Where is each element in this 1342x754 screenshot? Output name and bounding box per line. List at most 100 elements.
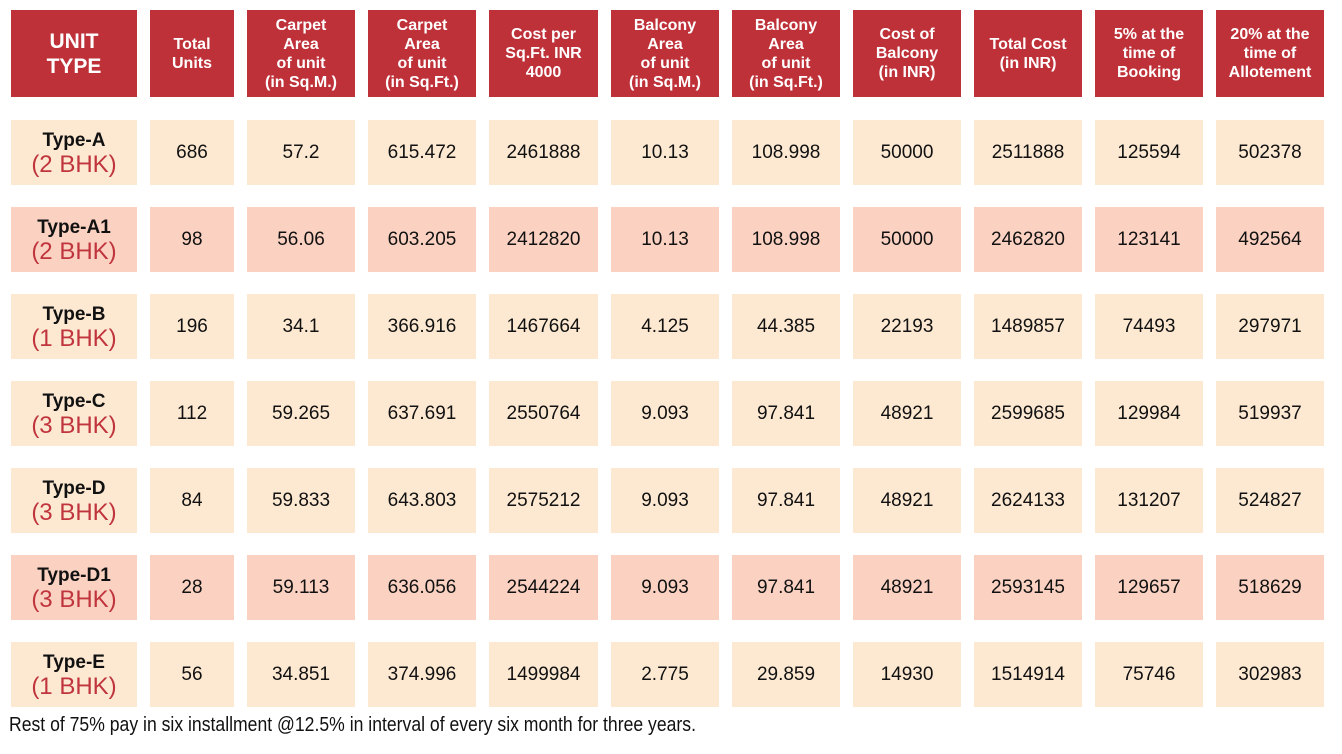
table-cell: 75746	[1095, 642, 1203, 707]
unit-type-name: Type-A	[42, 129, 106, 151]
table-cell: 636.056	[368, 555, 476, 620]
table-cell: 97.841	[732, 468, 840, 533]
table-cell: 129657	[1095, 555, 1203, 620]
column-header: 5% at the time of Booking	[1095, 10, 1203, 97]
table-cell: 2624133	[974, 468, 1082, 533]
table-cell: 22193	[853, 294, 961, 359]
unit-type-name: Type-A1	[37, 216, 111, 238]
unit-bhk: (3 BHK)	[31, 498, 117, 526]
column-header: Total Cost (in INR)	[974, 10, 1082, 97]
table-cell: 9.093	[611, 555, 719, 620]
table-cell: 366.916	[368, 294, 476, 359]
column-header: Balcony Area of unit (in Sq.Ft.)	[732, 10, 840, 97]
table-cell: 686	[150, 120, 234, 185]
table-cell: 48921	[853, 555, 961, 620]
table-cell: 2550764	[489, 381, 598, 446]
table-cell: 374.996	[368, 642, 476, 707]
table-cell: 519937	[1216, 381, 1324, 446]
table-cell: 56.06	[247, 207, 355, 272]
table-cell: 56	[150, 642, 234, 707]
unit-bhk: (2 BHK)	[31, 237, 117, 265]
table-cell: 74493	[1095, 294, 1203, 359]
table-cell: 59.833	[247, 468, 355, 533]
table-cell: 9.093	[611, 381, 719, 446]
table-cell: 1514914	[974, 642, 1082, 707]
unit-type-cell: Type-E (1 BHK)	[11, 642, 137, 707]
unit-type-name: Type-D	[42, 477, 106, 499]
table-cell: 84	[150, 468, 234, 533]
table-cell: 29.859	[732, 642, 840, 707]
column-header: Carpet Area of unit (in Sq.M.)	[247, 10, 355, 97]
column-header: Total Units	[150, 10, 234, 97]
table-cell: 10.13	[611, 207, 719, 272]
table-cell: 50000	[853, 120, 961, 185]
unit-bhk: (3 BHK)	[31, 411, 117, 439]
unit-type-cell: Type-D1 (3 BHK)	[11, 555, 137, 620]
table-cell: 48921	[853, 381, 961, 446]
table-cell: 2.775	[611, 642, 719, 707]
column-header: UNIT TYPE	[11, 10, 137, 97]
column-header: Balcony Area of unit (in Sq.M.)	[611, 10, 719, 97]
column-header: Cost of Balcony (in INR)	[853, 10, 961, 97]
table-cell: 34.1	[247, 294, 355, 359]
table-cell: 4.125	[611, 294, 719, 359]
table-cell: 196	[150, 294, 234, 359]
unit-type-name: Type-C	[42, 390, 106, 412]
table-cell: 48921	[853, 468, 961, 533]
table-cell: 643.803	[368, 468, 476, 533]
unit-bhk: (1 BHK)	[31, 672, 117, 700]
table-cell: 1499984	[489, 642, 598, 707]
unit-type-cell: Type-D (3 BHK)	[11, 468, 137, 533]
table-cell: 125594	[1095, 120, 1203, 185]
unit-pricing-table: UNIT TYPE Total Units Carpet Area of unit …	[11, 10, 1324, 707]
table-cell: 603.205	[368, 207, 476, 272]
unit-type-name: Type-B	[42, 303, 106, 325]
table-cell: 2462820	[974, 207, 1082, 272]
unit-type-cell: Type-A1 (2 BHK)	[11, 207, 137, 272]
table-cell: 302983	[1216, 642, 1324, 707]
table-cell: 297971	[1216, 294, 1324, 359]
table-cell: 123141	[1095, 207, 1203, 272]
unit-bhk: (2 BHK)	[31, 150, 117, 178]
table-cell: 97.841	[732, 381, 840, 446]
table-cell: 10.13	[611, 120, 719, 185]
table-cell: 2412820	[489, 207, 598, 272]
table-cell: 615.472	[368, 120, 476, 185]
unit-bhk: (3 BHK)	[31, 585, 117, 613]
table-cell: 50000	[853, 207, 961, 272]
table-cell: 129984	[1095, 381, 1203, 446]
table-cell: 112	[150, 381, 234, 446]
table-cell: 502378	[1216, 120, 1324, 185]
unit-bhk: (1 BHK)	[31, 324, 117, 352]
table-cell: 2599685	[974, 381, 1082, 446]
unit-type-cell: Type-A (2 BHK)	[11, 120, 137, 185]
column-header: Cost per Sq.Ft. INR 4000	[489, 10, 598, 97]
unit-type-name: Type-E	[43, 651, 105, 673]
table-cell: 2593145	[974, 555, 1082, 620]
table-cell: 1489857	[974, 294, 1082, 359]
table-cell: 28	[150, 555, 234, 620]
payment-note: Rest of 75% pay in six installment @12.5…	[9, 714, 696, 736]
table-cell: 14930	[853, 642, 961, 707]
table-cell: 97.841	[732, 555, 840, 620]
table-cell: 2511888	[974, 120, 1082, 185]
table-cell: 108.998	[732, 120, 840, 185]
table-cell: 1467664	[489, 294, 598, 359]
table-cell: 57.2	[247, 120, 355, 185]
table-cell: 637.691	[368, 381, 476, 446]
table-cell: 492564	[1216, 207, 1324, 272]
table-cell: 98	[150, 207, 234, 272]
table-cell: 108.998	[732, 207, 840, 272]
table-cell: 2575212	[489, 468, 598, 533]
table-cell: 9.093	[611, 468, 719, 533]
column-header: 20% at the time of Allotement	[1216, 10, 1324, 97]
table-cell: 524827	[1216, 468, 1324, 533]
table-cell: 59.113	[247, 555, 355, 620]
table-cell: 59.265	[247, 381, 355, 446]
column-header: Carpet Area of unit (in Sq.Ft.)	[368, 10, 476, 97]
table-cell: 131207	[1095, 468, 1203, 533]
unit-type-name: Type-D1	[37, 564, 111, 586]
table-cell: 518629	[1216, 555, 1324, 620]
table-cell: 44.385	[732, 294, 840, 359]
table-cell: 2461888	[489, 120, 598, 185]
